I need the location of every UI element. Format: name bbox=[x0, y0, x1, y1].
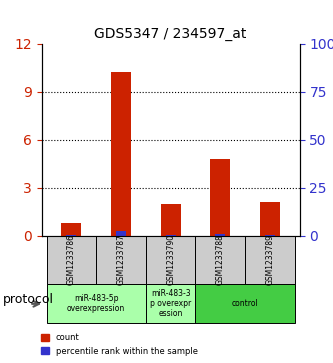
Bar bbox=[260, 202, 280, 236]
Text: GSM1233787: GSM1233787 bbox=[117, 234, 126, 285]
Bar bbox=[116, 231, 126, 236]
FancyBboxPatch shape bbox=[146, 284, 195, 323]
Text: miR-483-5p
overexpression: miR-483-5p overexpression bbox=[67, 294, 125, 313]
Legend: count, percentile rank within the sample: count, percentile rank within the sample bbox=[38, 330, 201, 359]
Bar bbox=[215, 234, 225, 236]
Bar bbox=[111, 72, 131, 236]
Bar bbox=[265, 235, 275, 236]
FancyBboxPatch shape bbox=[47, 284, 146, 323]
FancyBboxPatch shape bbox=[195, 236, 245, 284]
Bar bbox=[67, 235, 76, 236]
Text: GSM1233790: GSM1233790 bbox=[166, 234, 175, 285]
Text: protocol: protocol bbox=[3, 293, 54, 306]
Bar bbox=[166, 235, 175, 236]
FancyBboxPatch shape bbox=[146, 236, 195, 284]
Bar bbox=[161, 204, 180, 236]
FancyBboxPatch shape bbox=[47, 236, 96, 284]
Bar bbox=[62, 223, 81, 236]
Text: GSM1233786: GSM1233786 bbox=[67, 234, 76, 285]
FancyBboxPatch shape bbox=[195, 284, 295, 323]
FancyBboxPatch shape bbox=[245, 236, 295, 284]
Text: miR-483-3
p overexpr
ession: miR-483-3 p overexpr ession bbox=[150, 289, 191, 318]
Text: GSM1233788: GSM1233788 bbox=[216, 234, 225, 285]
Bar bbox=[210, 159, 230, 236]
Text: control: control bbox=[232, 299, 258, 308]
Title: GDS5347 / 234597_at: GDS5347 / 234597_at bbox=[95, 27, 247, 41]
Text: GSM1233789: GSM1233789 bbox=[265, 234, 274, 285]
FancyBboxPatch shape bbox=[96, 236, 146, 284]
